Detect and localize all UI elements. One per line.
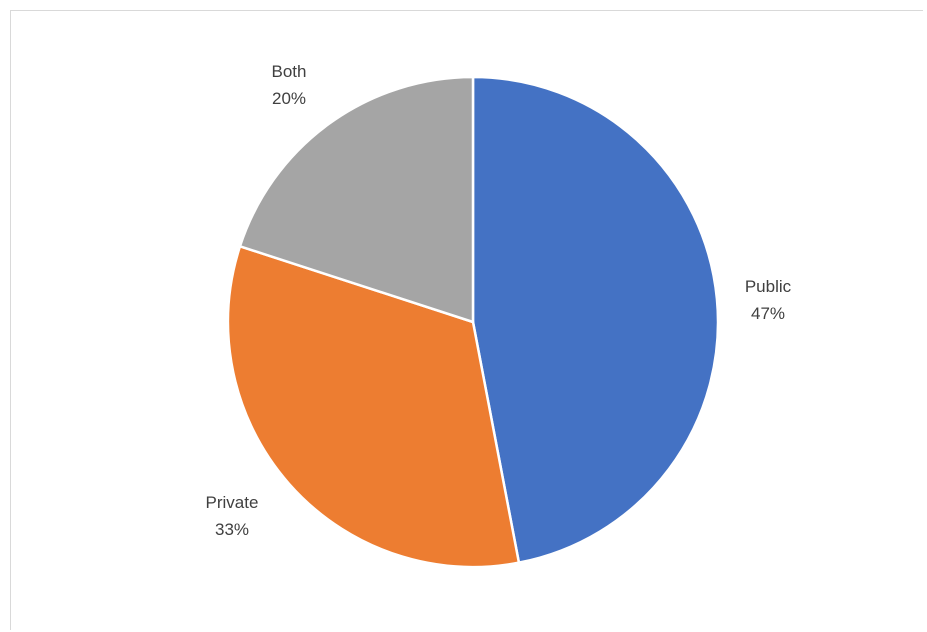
pie-slice-both <box>238 75 475 324</box>
pie-slice-public <box>471 75 720 565</box>
data-label-both-percent: 20% <box>272 89 306 108</box>
pie-labels: Public 47% Private 33% Both 20% <box>206 62 792 539</box>
data-label-both-name: Both <box>272 62 307 81</box>
data-label-private-percent: 33% <box>215 520 249 539</box>
data-label-public-percent: 47% <box>751 304 785 323</box>
data-label-private-name: Private <box>206 493 259 512</box>
pie-slice-private <box>226 244 521 569</box>
pie-slices <box>226 75 720 569</box>
data-label-public-name: Public <box>745 277 792 296</box>
